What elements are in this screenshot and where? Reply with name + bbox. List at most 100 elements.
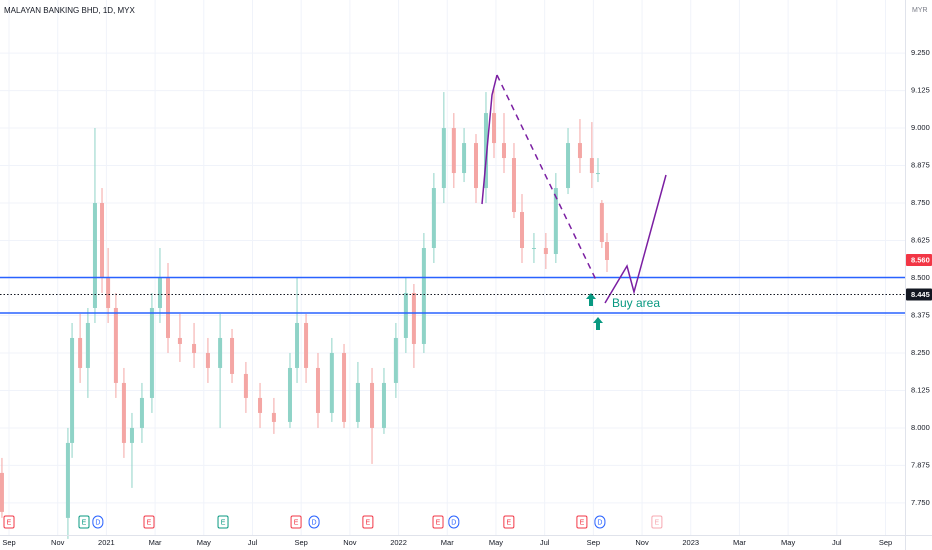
candle-body — [165, 277, 170, 338]
candle-body — [304, 322, 309, 368]
y-tick-label: 8.125 — [911, 385, 930, 394]
event-label: E — [655, 519, 660, 526]
candle-body — [403, 292, 408, 338]
chart-title: MALAYAN BANKING BHD, 1D, MYX — [4, 6, 136, 15]
y-tick-label: 8.625 — [911, 235, 930, 244]
candle-body — [370, 382, 375, 428]
candle-body — [121, 382, 126, 443]
x-tick-label: Mar — [149, 538, 162, 547]
candle-body — [65, 442, 70, 518]
event-label: E — [294, 519, 299, 526]
candle-body — [287, 367, 292, 422]
event-badge — [432, 515, 444, 529]
path-drawing — [481, 74, 498, 205]
event-badge — [217, 515, 229, 529]
event-label: E — [82, 519, 87, 526]
candle-body — [473, 143, 478, 189]
candle-body — [431, 188, 436, 249]
x-tick-label: Jul — [248, 538, 258, 547]
event-label: E — [436, 519, 441, 526]
candle-body — [393, 337, 398, 383]
candle-body — [78, 337, 83, 368]
candle-body — [342, 352, 347, 422]
candle-body — [258, 397, 263, 413]
candle-body — [177, 337, 182, 344]
candle-body — [492, 113, 497, 144]
event-label: E — [7, 519, 12, 526]
price-tag-label: 8.560 — [911, 255, 930, 264]
projection — [604, 174, 667, 304]
y-tick-label: 8.000 — [911, 423, 930, 432]
candle-body — [531, 248, 536, 250]
candle-body — [139, 397, 144, 428]
event-label: D — [597, 519, 602, 526]
candle-body — [218, 337, 223, 368]
candle-body — [381, 382, 386, 428]
candle-body — [230, 337, 235, 374]
candle-body — [271, 412, 276, 422]
candle-body — [243, 373, 248, 398]
event-label: D — [451, 519, 456, 526]
arrow-up — [593, 317, 603, 330]
price-tag-label: 8.445 — [911, 290, 930, 299]
candle-body — [355, 382, 360, 422]
event-label: E — [221, 519, 226, 526]
candle-body — [85, 322, 90, 368]
x-tick-label: Nov — [343, 538, 357, 547]
candle-body — [421, 248, 426, 344]
candles — [0, 89, 609, 539]
candle-body — [106, 277, 111, 308]
event-badge — [92, 515, 104, 529]
y-tick-label: 8.750 — [911, 198, 930, 207]
x-tick-label: 2023 — [682, 538, 699, 547]
candle-body — [501, 143, 506, 159]
y-tick-label: 8.500 — [911, 273, 930, 282]
event-badge — [78, 515, 90, 529]
annotation: Buy area — [612, 296, 660, 310]
x-tick-label: Jul — [832, 538, 842, 547]
candle-body — [129, 427, 134, 443]
candle-body — [553, 188, 558, 255]
x-tick-label: 2022 — [390, 538, 407, 547]
arrow-up — [586, 293, 596, 306]
x-tick-label: Mar — [441, 538, 454, 547]
event-badge — [143, 515, 155, 529]
event-badge — [290, 515, 302, 529]
x-tick-label: Nov — [51, 538, 65, 547]
candle-body — [70, 337, 75, 443]
y-tick-label: 7.750 — [911, 498, 930, 507]
candle-body — [157, 277, 162, 308]
y-tick-label: 8.875 — [911, 161, 930, 170]
y-tick-label: 7.875 — [911, 460, 930, 469]
y-tick-label: 9.250 — [911, 48, 930, 57]
candle-body — [329, 352, 334, 413]
candle-body — [543, 248, 548, 255]
price-tag — [906, 288, 932, 301]
x-tick-label: Nov — [635, 538, 649, 547]
candle-body — [483, 113, 488, 189]
event-badge — [651, 515, 663, 529]
x-tick-label: May — [781, 538, 795, 547]
candle-body — [0, 472, 4, 512]
candle-body — [441, 128, 446, 189]
candle-body — [149, 307, 154, 398]
x-tick-label: Sep — [295, 538, 308, 547]
event-label: D — [312, 519, 317, 526]
event-badge — [308, 515, 320, 529]
event-badge — [594, 515, 606, 529]
x-tick-label: Sep — [587, 538, 600, 547]
candle-body — [462, 143, 467, 174]
candle-body — [511, 158, 516, 213]
candle-body — [595, 173, 600, 175]
candle-body — [520, 212, 525, 249]
candle-body — [604, 242, 609, 261]
candle-body — [566, 143, 571, 189]
event-label: D — [95, 519, 100, 526]
y-tick-label: 9.125 — [911, 86, 930, 95]
candle-body — [577, 143, 582, 159]
y-tick-label: 8.375 — [911, 310, 930, 319]
event-badge — [448, 515, 460, 529]
event-label: E — [147, 519, 152, 526]
